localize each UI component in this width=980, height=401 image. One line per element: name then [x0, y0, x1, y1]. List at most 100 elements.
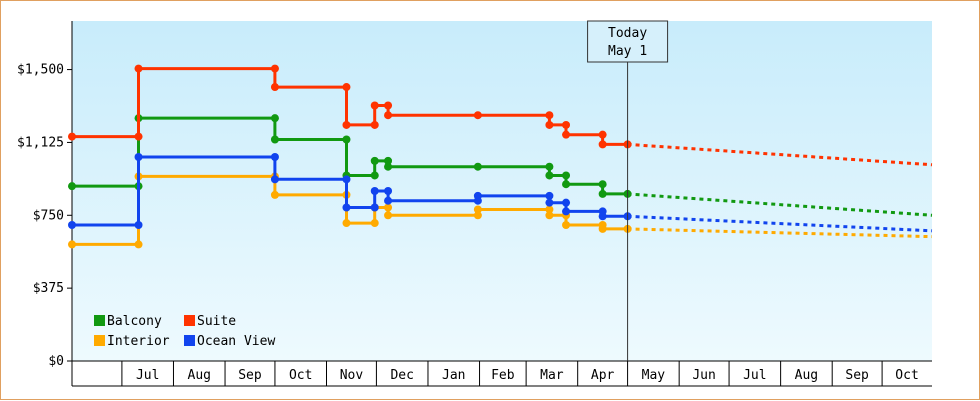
- data-point-ocean-view: [545, 198, 554, 207]
- data-point-suite: [545, 111, 554, 120]
- data-point-balcony: [270, 114, 279, 123]
- data-point-ocean-view: [562, 198, 571, 207]
- data-point-ocean-view: [270, 175, 279, 184]
- x-tick-label: May: [642, 368, 666, 383]
- data-point-interior: [598, 224, 607, 233]
- x-tick-label: Nov: [340, 368, 364, 383]
- data-point-suite: [134, 132, 143, 141]
- data-point-suite: [342, 83, 351, 92]
- x-tick-label: Oct: [289, 368, 312, 383]
- data-point-suite: [384, 101, 393, 110]
- x-tick-label: Aug: [795, 368, 818, 383]
- data-point-interior: [545, 211, 554, 220]
- data-point-suite: [270, 83, 279, 92]
- data-point-suite: [562, 120, 571, 129]
- y-tick-label: $1,500: [17, 63, 64, 78]
- data-point-suite: [384, 111, 393, 120]
- legend-swatch-balcony: [94, 315, 105, 326]
- data-point-ocean-view: [134, 221, 143, 229]
- data-point-balcony: [598, 189, 607, 198]
- x-tick-label: Apr: [591, 368, 615, 383]
- data-point-ocean-view: [68, 221, 76, 229]
- data-point-interior: [342, 219, 351, 228]
- data-point-interior: [384, 211, 393, 220]
- today-label: Today: [608, 26, 647, 41]
- data-point-interior: [134, 240, 143, 249]
- legend-label-balcony: Balcony: [107, 314, 162, 329]
- data-point-ocean-view: [370, 203, 379, 212]
- data-point-balcony: [598, 180, 607, 189]
- forecast-line-ocean-view: [627, 214, 933, 233]
- y-tick-label: $1,125: [17, 135, 64, 150]
- data-point-ocean-view: [473, 191, 482, 200]
- x-tick-label: Aug: [188, 368, 211, 383]
- data-point-suite: [598, 140, 607, 149]
- data-point-balcony: [370, 171, 379, 180]
- data-point-ocean-view: [384, 196, 393, 205]
- data-point-suite: [562, 130, 571, 139]
- forecast-line-interior: [627, 227, 933, 239]
- data-point-suite: [545, 120, 554, 129]
- y-tick-label: $375: [33, 281, 64, 296]
- data-point-suite: [598, 130, 607, 139]
- data-point-suite: [342, 120, 351, 129]
- data-point-balcony: [384, 162, 393, 171]
- x-tick-label: Feb: [491, 368, 515, 383]
- x-tick-label: Jun: [692, 368, 715, 383]
- data-point-balcony: [370, 156, 379, 165]
- legend-label-ocean-view: Ocean View: [197, 334, 275, 349]
- x-tick-label: Sep: [845, 368, 869, 383]
- data-point-interior: [473, 211, 482, 220]
- x-tick-label: Oct: [895, 368, 918, 383]
- x-tick-label: Dec: [390, 368, 413, 383]
- legend-swatch-ocean-view: [184, 335, 195, 346]
- forecast-line-balcony: [627, 192, 933, 217]
- legend-swatch-suite: [184, 315, 195, 326]
- forecast-line-suite: [627, 142, 933, 167]
- data-point-interior: [562, 221, 571, 229]
- data-point-balcony: [562, 180, 571, 189]
- data-point-suite: [473, 111, 482, 120]
- series-ocean-view: [68, 153, 933, 233]
- data-point-suite: [370, 120, 379, 129]
- data-point-interior: [270, 190, 279, 199]
- plot-area: [72, 21, 932, 361]
- data-point-interior: [370, 219, 379, 228]
- today-label-box: [587, 20, 669, 63]
- y-tick-label: $0: [48, 354, 64, 369]
- x-tick-label: Jul: [136, 368, 159, 383]
- data-point-balcony: [562, 171, 571, 180]
- today-date-label: May 1: [608, 44, 647, 59]
- data-point-balcony: [545, 171, 554, 180]
- data-point-balcony: [473, 162, 482, 171]
- x-tick-label: Jul: [743, 368, 766, 383]
- data-point-suite: [270, 64, 279, 73]
- x-tick-label: Mar: [540, 368, 564, 383]
- data-point-balcony: [545, 162, 554, 171]
- data-point-ocean-view: [342, 175, 351, 184]
- x-tick-label: Sep: [238, 368, 262, 383]
- data-point-interior: [68, 240, 76, 249]
- data-point-interior: [473, 205, 482, 214]
- data-point-suite: [370, 101, 379, 110]
- data-point-balcony: [384, 156, 393, 165]
- data-point-ocean-view: [545, 191, 554, 200]
- data-point-suite: [68, 132, 76, 141]
- series-balcony: [68, 114, 933, 217]
- data-point-suite: [134, 64, 143, 73]
- x-tick-label: Jan: [442, 368, 465, 383]
- data-point-ocean-view: [370, 187, 379, 195]
- data-point-balcony: [270, 135, 279, 144]
- data-point-ocean-view: [134, 153, 143, 161]
- data-point-ocean-view: [270, 153, 279, 161]
- data-point-interior: [545, 205, 554, 214]
- data-point-ocean-view: [562, 207, 571, 216]
- data-point-ocean-view: [342, 203, 351, 212]
- data-point-ocean-view: [384, 187, 393, 195]
- data-point-balcony: [68, 182, 76, 191]
- data-point-interior: [384, 203, 393, 212]
- data-point-ocean-view: [598, 212, 607, 221]
- data-point-balcony: [342, 135, 351, 144]
